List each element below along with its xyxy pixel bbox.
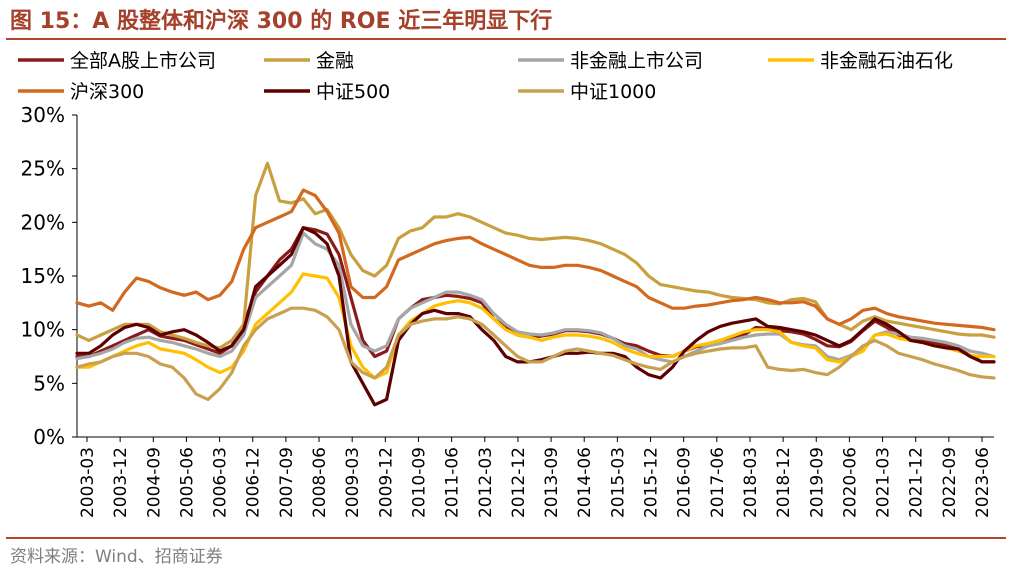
y-tick-label: 15%	[21, 264, 65, 288]
legend-label: 金融	[316, 50, 354, 72]
x-tick-label: 2022-09	[940, 447, 960, 518]
legend-label: 沪深300	[70, 81, 144, 103]
y-tick-label: 25%	[21, 157, 65, 181]
x-tick-label: 2005-06	[177, 447, 197, 518]
x-tick-label: 2018-03	[741, 447, 761, 518]
source-note: 资料来源：Wind、招商证券	[10, 547, 223, 567]
page-title: 图 15：A 股整体和沪深 300 的 ROE 近三年明显下行	[10, 9, 553, 34]
y-tick-label: 30%	[21, 103, 65, 127]
y-tick-label: 10%	[21, 318, 65, 342]
x-tick-label: 2004-09	[144, 447, 164, 518]
x-tick-label: 2003-03	[78, 447, 98, 518]
x-tick-label: 2011-06	[443, 447, 463, 518]
series-line	[75, 272, 996, 380]
title-rule	[6, 38, 1006, 40]
x-tick-label: 2014-06	[575, 447, 595, 518]
x-tick-label: 2007-09	[277, 447, 297, 518]
y-tick-label: 0%	[33, 425, 65, 449]
x-tick-label: 2006-03	[211, 447, 231, 518]
x-tick-label: 2012-03	[476, 447, 496, 518]
series-line	[75, 231, 996, 364]
series-line	[75, 188, 996, 332]
x-tick-label: 2009-03	[343, 447, 363, 518]
chart-series	[75, 161, 996, 407]
series-line	[75, 306, 996, 401]
x-tick-label: 2023-06	[973, 447, 993, 518]
x-axis: 2003-03 2003-12 2004-09 2005-06 2006-03 2006-…	[77, 436, 994, 518]
x-tick-label: 2015-03	[608, 447, 628, 518]
legend-label: 非金融上市公司	[570, 50, 703, 72]
x-tick-label: 2003-12	[111, 447, 131, 518]
x-tick-label: 2021-03	[874, 447, 894, 518]
x-tick-label: 2018-12	[774, 447, 794, 518]
series-line	[75, 161, 996, 350]
x-tick-label: 2017-06	[708, 447, 728, 518]
x-tick-label: 2008-06	[310, 447, 330, 518]
source-rule	[6, 537, 1006, 539]
y-axis: 0% 5% 10% 15% 20% 25% 30%	[21, 103, 78, 449]
legend-label: 中证1000	[570, 81, 656, 103]
legend-label: 非金融石油石化	[820, 50, 953, 72]
legend-label: 中证500	[316, 81, 390, 103]
legend-label: 全部A股上市公司	[70, 50, 216, 72]
y-tick-label: 20%	[21, 210, 65, 234]
series-line	[75, 226, 996, 364]
x-tick-label: 2021-12	[907, 447, 927, 518]
x-tick-label: 2009-12	[376, 447, 396, 518]
y-tick-label: 5%	[33, 371, 65, 395]
x-tick-label: 2016-09	[675, 447, 695, 518]
x-tick-label: 2020-06	[840, 447, 860, 518]
x-tick-label: 2010-09	[409, 447, 429, 518]
x-tick-label: 2013-09	[542, 447, 562, 518]
x-tick-label: 2012-12	[509, 447, 529, 518]
x-tick-label: 2006-12	[244, 447, 264, 518]
x-tick-label: 2015-12	[642, 447, 662, 518]
x-tick-label: 2019-09	[807, 447, 827, 518]
